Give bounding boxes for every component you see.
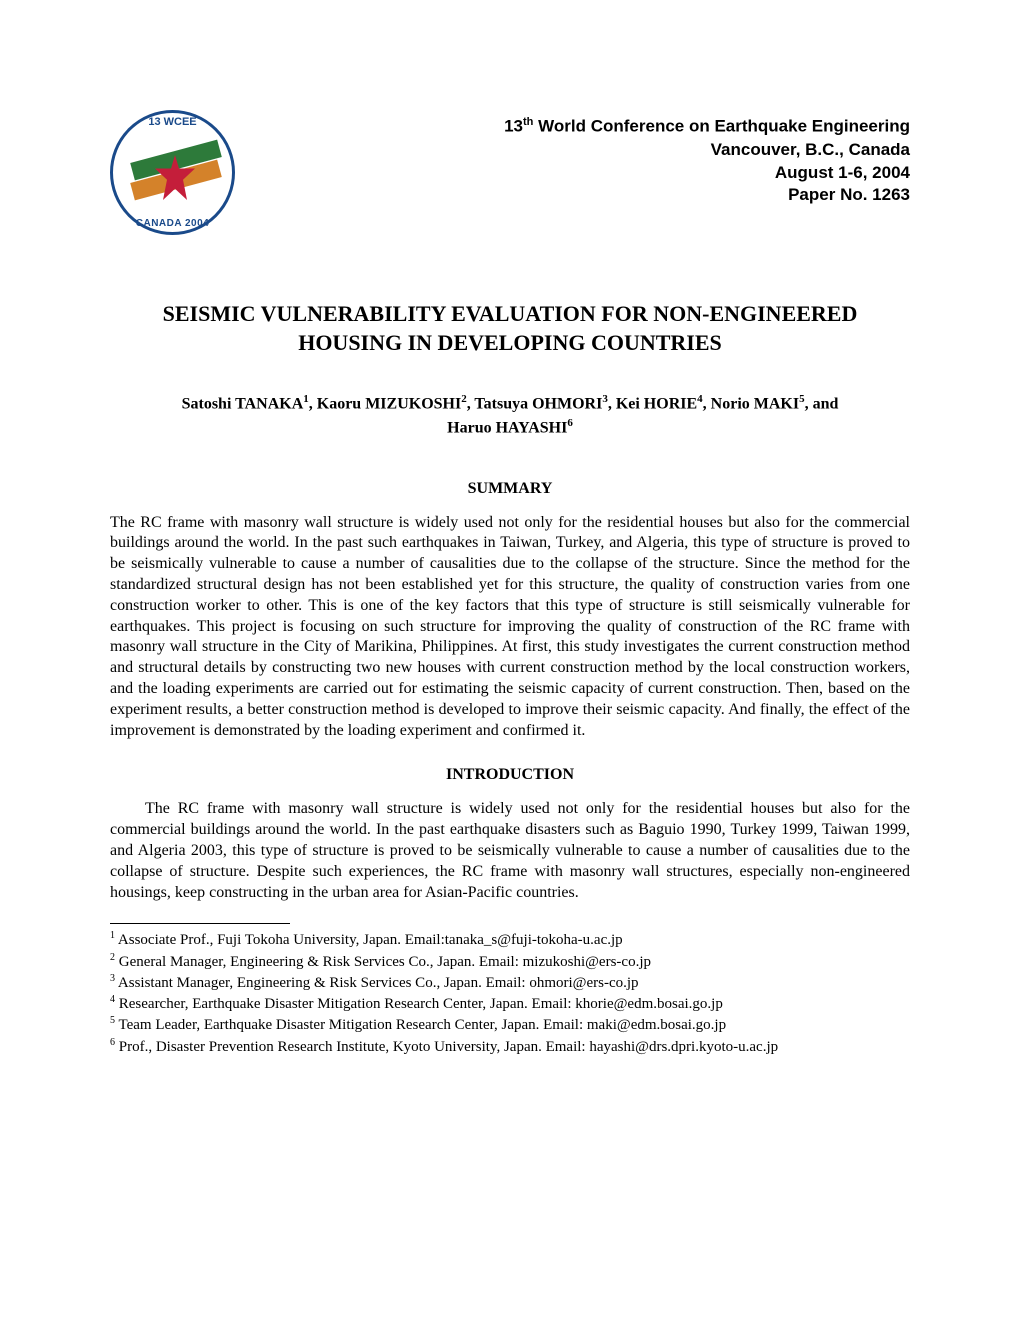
conf-name: World Conference on Earthquake Engineeri…: [538, 117, 910, 136]
author-sep-2: , Tatsuya OHMORI: [467, 396, 603, 413]
footnote-divider: [110, 923, 290, 924]
footnote-6: 6 Prof., Disaster Prevention Research In…: [110, 1036, 910, 1057]
authors-block: Satoshi TANAKA1, Kaoru MIZUKOSHI2, Tatsu…: [110, 392, 910, 439]
logo-top-text: 13 WCEE: [113, 116, 232, 128]
header-text: 13th World Conference on Earthquake Engi…: [240, 110, 910, 207]
footnote-5-text: Team Leader, Earthquake Disaster Mitigat…: [115, 1017, 726, 1033]
author-6-sup: 6: [567, 417, 573, 429]
footnote-3: 3 Assistant Manager, Engineering & Risk …: [110, 972, 910, 993]
author-sep-1: , Kaoru MIZUKOSHI: [309, 396, 461, 413]
paper-title: SEISMIC VULNERABILITY EVALUATION FOR NON…: [110, 300, 910, 357]
author-6: Haruo HAYASHI: [447, 419, 567, 436]
author-sep-4: , Norio MAKI: [703, 396, 799, 413]
logo-circle: 13 WCEE CANADA 2004: [110, 110, 235, 235]
author-1: Satoshi TANAKA: [182, 396, 304, 413]
footnote-4-text: Researcher, Earthquake Disaster Mitigati…: [115, 996, 723, 1012]
paper-number: Paper No. 1263: [788, 185, 910, 204]
conf-location: Vancouver, B.C., Canada: [711, 140, 910, 159]
footnote-2: 2 General Manager, Engineering & Risk Se…: [110, 951, 910, 972]
footnotes-block: 1 Associate Prof., Fuji Tokoha Universit…: [110, 929, 910, 1057]
header-section: 13 WCEE CANADA 2004 13th World Conferenc…: [110, 110, 910, 240]
logo-bottom-text: CANADA 2004: [113, 218, 232, 229]
intro-text: The RC frame with masonry wall structure…: [110, 799, 910, 903]
author-sep-3: , Kei HORIE: [608, 396, 697, 413]
summary-text: The RC frame with masonry wall structure…: [110, 513, 910, 742]
footnote-3-text: Assistant Manager, Engineering & Risk Se…: [115, 975, 639, 991]
footnote-4: 4 Researcher, Earthquake Disaster Mitiga…: [110, 993, 910, 1014]
footnote-6-text: Prof., Disaster Prevention Research Inst…: [115, 1039, 778, 1055]
footnote-1-text: Associate Prof., Fuji Tokoha University,…: [115, 932, 623, 948]
footnote-2-text: General Manager, Engineering & Risk Serv…: [115, 954, 651, 970]
conference-logo: 13 WCEE CANADA 2004: [110, 110, 240, 240]
footnote-5: 5 Team Leader, Earthquake Disaster Mitig…: [110, 1014, 910, 1035]
author-sep-5: , and: [805, 396, 839, 413]
intro-heading: INTRODUCTION: [110, 766, 910, 784]
footnote-1: 1 Associate Prof., Fuji Tokoha Universit…: [110, 929, 910, 950]
summary-heading: SUMMARY: [110, 480, 910, 498]
conf-number: 13: [504, 117, 523, 136]
conf-sup: th: [523, 116, 533, 128]
conf-date: August 1-6, 2004: [775, 163, 910, 182]
